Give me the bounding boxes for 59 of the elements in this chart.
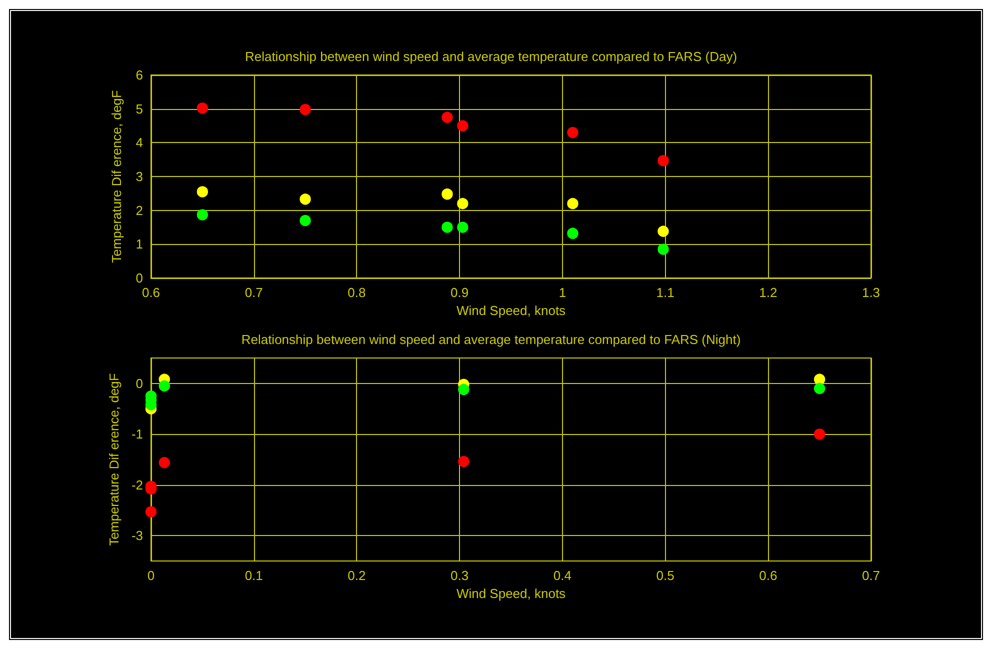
y-tick-label: 0	[136, 270, 143, 286]
point	[442, 188, 453, 200]
point	[300, 104, 311, 116]
y-tick-label: -2	[131, 477, 143, 492]
point	[158, 456, 170, 468]
point	[158, 380, 170, 392]
y-tick-label: 6	[136, 68, 143, 82]
x-tick-label: 0.3	[450, 568, 469, 583]
y-tick-label: 2	[136, 202, 143, 218]
x-tick-label: 0.4	[553, 568, 572, 583]
y-tick-label: 0	[136, 376, 143, 391]
point	[658, 155, 669, 166]
point	[814, 374, 826, 385]
y-tick-label: -3	[131, 528, 143, 544]
x-tick-label: 1.2	[759, 285, 778, 300]
point	[458, 384, 470, 396]
point	[458, 456, 470, 468]
point	[567, 228, 578, 239]
point	[457, 120, 468, 132]
x-tick-label: 0	[147, 568, 155, 583]
x-tick-label: 0.6	[759, 568, 778, 583]
y-tick-label: 4	[136, 135, 143, 150]
point	[658, 244, 669, 255]
chart-title: Relationship between wind speed and average temperature compared to FARS (Night)	[241, 332, 741, 347]
point	[457, 222, 468, 233]
y-axis-title: Temperature Dif erence, degF	[106, 373, 122, 546]
x-axis-title: Wind Speed, knots	[456, 586, 566, 601]
point	[457, 198, 468, 210]
x-axis-title: Wind Speed, knots	[456, 302, 566, 318]
point	[442, 112, 453, 123]
y-tick-label: 3	[136, 169, 143, 184]
point	[567, 126, 578, 138]
y-axis-title: Temperature Dif erence, degF	[109, 90, 124, 263]
x-tick-label: 0.1	[244, 568, 263, 583]
x-tick-label: 0.5	[656, 568, 674, 583]
point	[300, 214, 311, 226]
point	[196, 186, 208, 198]
point	[567, 198, 578, 210]
point	[442, 222, 453, 233]
x-tick-label: 0.2	[348, 568, 366, 583]
point	[196, 102, 208, 114]
point	[814, 382, 826, 394]
x-tick-label: 0.9	[450, 285, 469, 300]
x-tick-label: 0.8	[348, 285, 366, 300]
x-tick-label: 0.7	[244, 285, 263, 300]
point	[814, 428, 826, 440]
x-tick-label: 1.3	[862, 285, 880, 300]
x-tick-label: 0.7	[862, 568, 880, 583]
x-tick-label: 1	[558, 285, 566, 300]
x-tick-label: 0.6	[142, 285, 160, 300]
y-tick-label: 5	[136, 101, 143, 116]
point	[145, 506, 157, 518]
x-tick-label: 1.1	[656, 285, 674, 300]
point	[300, 194, 311, 205]
point	[658, 226, 669, 237]
point	[196, 209, 208, 220]
y-tick-label: -1	[131, 426, 143, 442]
chart-title: Relationship between wind speed and average temperature compared to FARS (Day)	[244, 49, 738, 64]
y-tick-label: 1	[136, 236, 143, 252]
